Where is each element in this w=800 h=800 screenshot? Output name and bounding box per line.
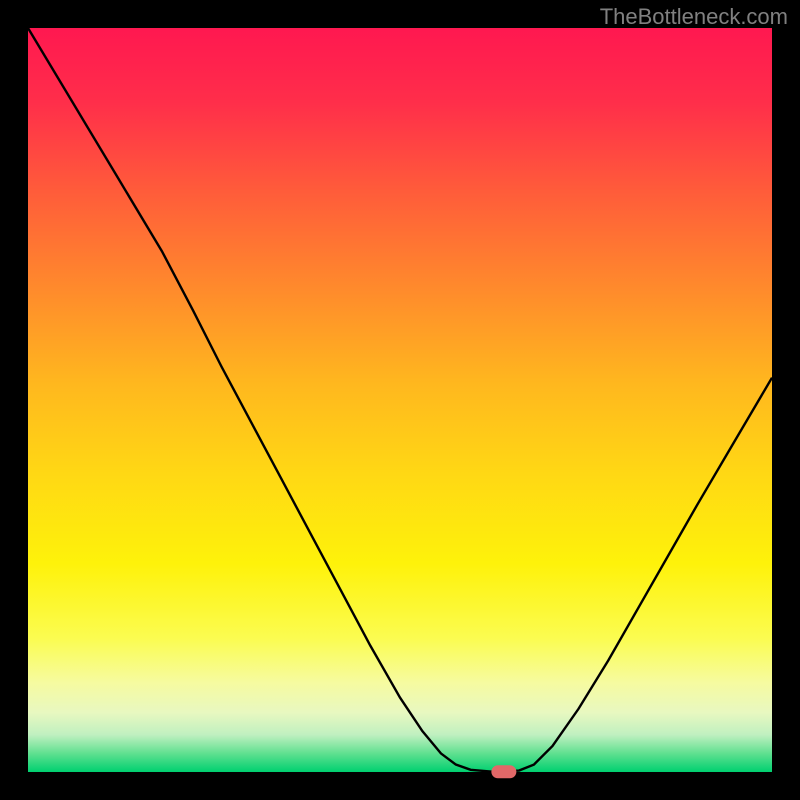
bottleneck-chart (28, 28, 772, 772)
bottleneck-curve (28, 28, 772, 772)
optimal-marker (492, 765, 517, 778)
watermark-text: TheBottleneck.com (600, 4, 788, 30)
